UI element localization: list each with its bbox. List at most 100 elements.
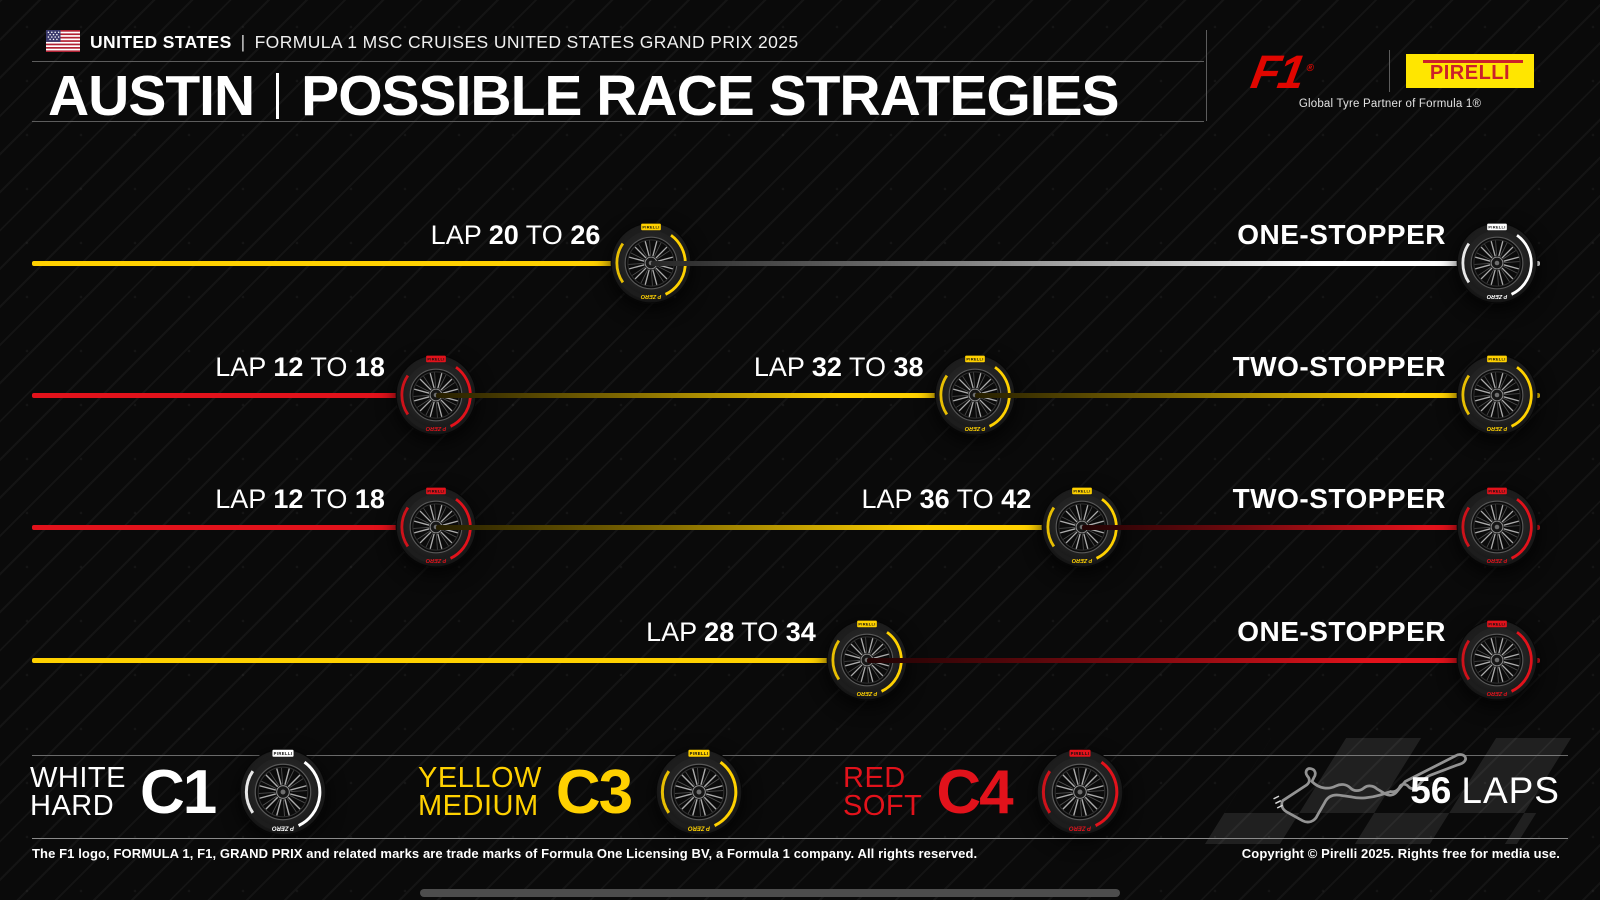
pirelli-logo: PIRELLI bbox=[1406, 54, 1534, 88]
pit-window-label: LAP 12 TO 18 bbox=[215, 484, 385, 514]
svg-text:P ZERO: P ZERO bbox=[1071, 557, 1092, 563]
title-underline bbox=[32, 121, 1204, 122]
header-separator: | bbox=[240, 31, 246, 52]
svg-text:P ZERO: P ZERO bbox=[425, 425, 446, 431]
legend-medium-code: C3 bbox=[555, 757, 633, 827]
legend-medium-color-word: YELLOW bbox=[418, 762, 542, 794]
tyre-icon-hard: PIRELLI P ZERO bbox=[1456, 222, 1538, 304]
svg-text:P ZERO: P ZERO bbox=[964, 425, 985, 431]
laps-word: LAPS bbox=[1461, 770, 1560, 811]
legend-hard-color-word: WHITE bbox=[30, 762, 126, 794]
svg-text:P ZERO: P ZERO bbox=[1486, 557, 1507, 563]
svg-text:PIRELLI: PIRELLI bbox=[858, 622, 875, 627]
svg-text:P ZERO: P ZERO bbox=[1486, 293, 1507, 299]
pit-window-label: LAP 32 TO 38 bbox=[753, 352, 924, 382]
page-title-subject: POSSIBLE RACE STRATEGIES bbox=[301, 64, 1119, 128]
event-header: UNITED STATES | FORMULA 1 MSC CRUISES UN… bbox=[90, 31, 798, 53]
svg-text:P ZERO: P ZERO bbox=[1486, 690, 1507, 696]
pirelli-logo-text: PIRELLI bbox=[1429, 62, 1511, 84]
pit-window-label: LAP 36 TO 42 bbox=[861, 484, 1032, 514]
partner-tagline: Global Tyre Partner of Formula 1® bbox=[1298, 98, 1482, 110]
stint-line-hard bbox=[651, 261, 1540, 266]
legend-item-medium: YELLOW MEDIUM C3 PIRELLI P ZERO bbox=[418, 748, 743, 836]
page-title-city: AUSTIN bbox=[48, 64, 255, 128]
svg-text:PIRELLI: PIRELLI bbox=[1074, 489, 1091, 494]
strategy-name-label: TWO-STOPPER bbox=[1232, 351, 1446, 382]
tyre-icon-soft: PIRELLI P ZERO bbox=[1456, 619, 1538, 701]
stint-line-soft bbox=[32, 525, 436, 530]
tyre-icon-soft: PIRELLI P ZERO bbox=[1456, 486, 1538, 568]
svg-text:PIRELLI: PIRELLI bbox=[690, 751, 709, 756]
page-title: AUSTIN POSSIBLE RACE STRATEGIES bbox=[48, 63, 1120, 129]
tyre-icon-medium: PIRELLI P ZERO bbox=[1456, 354, 1538, 436]
svg-text:PIRELLI: PIRELLI bbox=[427, 489, 444, 494]
svg-text:PIRELLI: PIRELLI bbox=[1488, 225, 1505, 230]
pit-window-label: LAP 20 TO 26 bbox=[430, 220, 601, 250]
legend-medium-compound-word: MEDIUM bbox=[418, 790, 539, 822]
legend-divider bbox=[32, 755, 1568, 756]
legend-medium-words: YELLOW MEDIUM bbox=[418, 762, 542, 822]
stint-line-soft bbox=[1082, 525, 1540, 530]
svg-text:P ZERO: P ZERO bbox=[640, 293, 661, 299]
pit-window-label: LAP 28 TO 34 bbox=[646, 617, 816, 647]
stint-line-medium bbox=[32, 658, 867, 663]
svg-text:P ZERO: P ZERO bbox=[856, 690, 877, 696]
laps-count: 56 bbox=[1410, 770, 1452, 811]
legend-item-hard: WHITE HARD C1 PIRELLI P ZERO bbox=[30, 748, 327, 836]
race-laps-label: 56 LAPS bbox=[1410, 770, 1560, 812]
svg-text:PIRELLI: PIRELLI bbox=[966, 357, 983, 362]
header-underline bbox=[32, 61, 1204, 62]
legend-soft-words: RED SOFT bbox=[843, 762, 923, 822]
legend-soft-color-word: RED bbox=[843, 762, 906, 794]
us-flag-icon bbox=[46, 30, 80, 52]
stint-line-soft bbox=[32, 393, 436, 398]
footer-divider bbox=[32, 838, 1568, 839]
svg-text:PIRELLI: PIRELLI bbox=[274, 751, 293, 756]
legend-soft-code: C4 bbox=[936, 757, 1013, 827]
title-divider-bar bbox=[276, 73, 280, 119]
logo-divider bbox=[1389, 50, 1390, 92]
stint-line-medium bbox=[974, 393, 1540, 398]
tyre-icon-medium: PIRELLI P ZERO bbox=[655, 748, 743, 836]
pirelli-logo-bar bbox=[1423, 60, 1523, 63]
legend-item-soft: RED SOFT C4 PIRELLI P ZERO bbox=[843, 748, 1124, 836]
svg-text:PIRELLI: PIRELLI bbox=[1488, 489, 1505, 494]
strategy-name-label: ONE-STOPPER bbox=[1237, 219, 1446, 250]
svg-text:PIRELLI: PIRELLI bbox=[643, 225, 660, 230]
svg-text:P ZERO: P ZERO bbox=[1486, 425, 1507, 431]
svg-text:P ZERO: P ZERO bbox=[1068, 824, 1090, 830]
svg-text:P ZERO: P ZERO bbox=[425, 557, 446, 563]
legend-hard-code: C1 bbox=[139, 757, 217, 827]
circuit-of-the-americas-map-icon bbox=[1273, 753, 1467, 824]
legend-soft-compound-word: SOFT bbox=[843, 790, 923, 822]
tyre-icon-hard: PIRELLI P ZERO bbox=[239, 748, 327, 836]
stint-line-medium bbox=[32, 261, 652, 266]
svg-text:PIRELLI: PIRELLI bbox=[1488, 357, 1505, 362]
country-label: UNITED STATES bbox=[90, 31, 232, 52]
event-title: FORMULA 1 MSC CRUISES UNITED STATES GRAN… bbox=[254, 31, 799, 52]
pit-window-label: LAP 12 TO 18 bbox=[215, 352, 385, 382]
footer-trademark: The F1 logo, FORMULA 1, F1, GRAND PRIX a… bbox=[32, 846, 978, 861]
svg-text:P ZERO: P ZERO bbox=[272, 824, 294, 830]
tyre-icon-soft: PIRELLI P ZERO bbox=[1036, 748, 1124, 836]
stint-line-medium bbox=[435, 393, 975, 398]
svg-text:PIRELLI: PIRELLI bbox=[1488, 622, 1505, 627]
legend-hard-words: WHITE HARD bbox=[30, 762, 126, 822]
stint-line-medium bbox=[435, 525, 1083, 530]
stint-line-soft bbox=[866, 658, 1540, 663]
footer-copyright: Copyright © Pirelli 2025. Rights free fo… bbox=[1241, 846, 1560, 861]
header-vertical-divider bbox=[1206, 30, 1207, 121]
svg-text:PIRELLI: PIRELLI bbox=[1070, 751, 1089, 756]
svg-text:P ZERO: P ZERO bbox=[688, 824, 710, 830]
strategy-name-label: ONE-STOPPER bbox=[1237, 616, 1446, 647]
svg-text:PIRELLI: PIRELLI bbox=[427, 357, 444, 362]
bottom-scrollbar-thumb[interactable] bbox=[420, 889, 1120, 897]
legend-hard-compound-word: HARD bbox=[30, 790, 115, 822]
strategy-name-label: TWO-STOPPER bbox=[1232, 483, 1446, 514]
